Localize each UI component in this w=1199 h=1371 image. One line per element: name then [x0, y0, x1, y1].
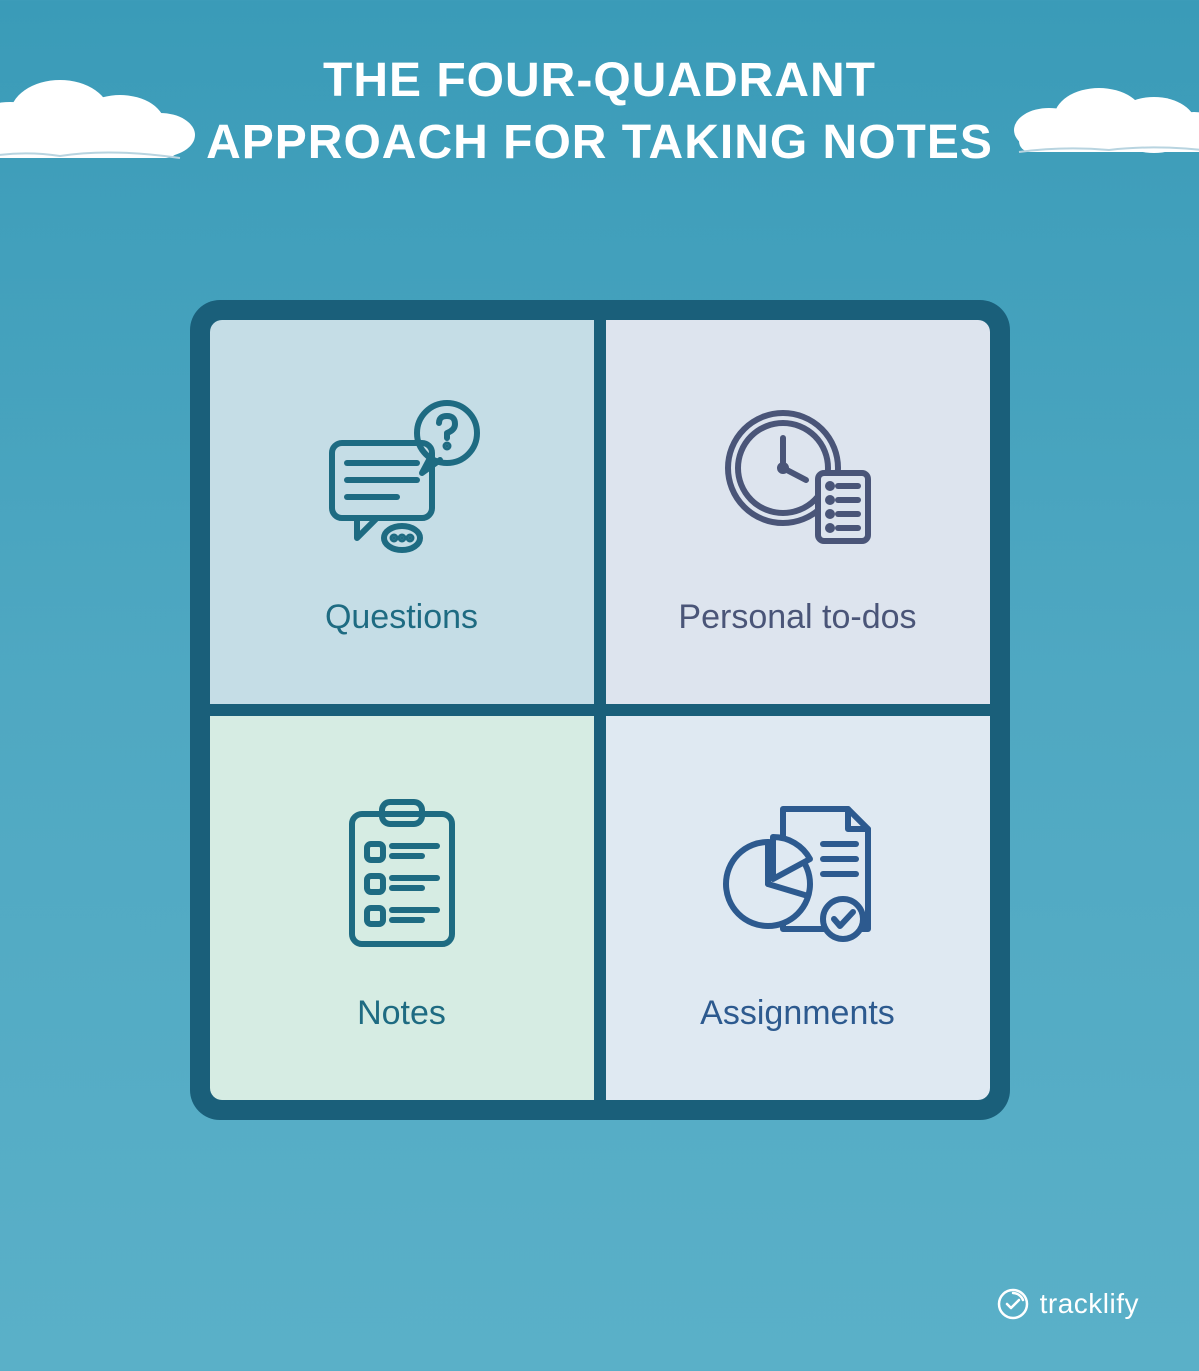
- brand-name: tracklify: [1040, 1288, 1139, 1320]
- quadrant-label: Notes: [357, 994, 446, 1033]
- questions-icon: [312, 388, 492, 568]
- cloud-decoration-right: [1009, 70, 1199, 170]
- quadrant-grid: Questions: [190, 300, 1010, 1120]
- quadrant-label: Personal to-dos: [678, 598, 916, 637]
- quadrant-label: Questions: [325, 598, 478, 637]
- quadrant-notes: Notes: [210, 716, 594, 1100]
- cloud-decoration-left: [0, 60, 200, 170]
- brand-logo: tracklify: [996, 1287, 1139, 1321]
- quadrant-label: Assignments: [700, 994, 895, 1033]
- tracklify-icon: [996, 1287, 1030, 1321]
- quadrant-assignments: Assignments: [606, 716, 990, 1100]
- clock-list-icon: [708, 388, 888, 568]
- clipboard-icon: [312, 784, 492, 964]
- quadrant-questions: Questions: [210, 320, 594, 704]
- pie-doc-icon: [708, 784, 888, 964]
- quadrant-todos: Personal to-dos: [606, 320, 990, 704]
